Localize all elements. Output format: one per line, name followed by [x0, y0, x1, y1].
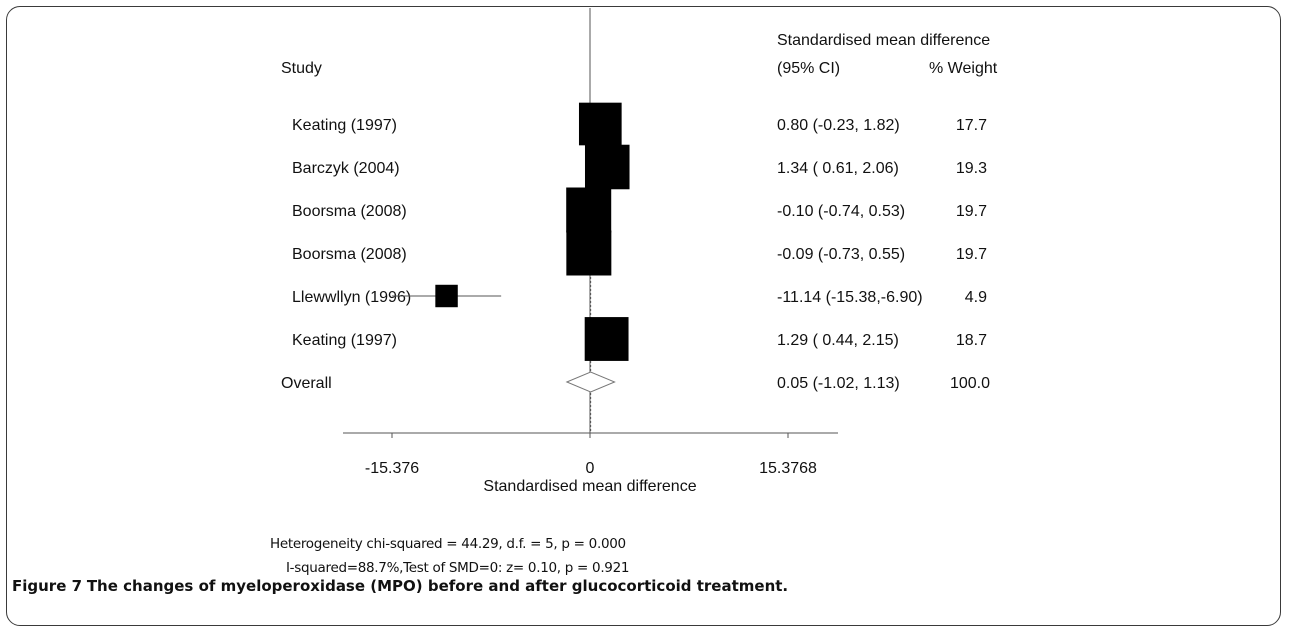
overall-diamond — [565, 371, 616, 393]
overall-ci-label: 0.05 (-1.02, 1.13) — [777, 375, 900, 392]
study-weight-box — [578, 102, 622, 146]
heterogeneity-note: Heterogeneity chi-squared = 44.29, d.f. … — [270, 536, 626, 552]
study-ci-label: -0.09 (-0.73, 0.55) — [777, 246, 905, 263]
study-weight-label: 19.3 — [956, 160, 987, 177]
study-name-label: Keating (1997) — [292, 332, 397, 349]
study-ci-label: 1.29 ( 0.44, 2.15) — [777, 332, 899, 349]
figure-caption: Figure 7 The changes of myeloperoxidase … — [12, 577, 788, 595]
ci-column-header: (95% CI) — [777, 60, 841, 77]
study-weight-label: 19.7 — [956, 203, 987, 220]
forest-plot: Keating (1997) 0.80 (-0.23, 1.82) 17.7 Barc… — [281, 8, 990, 495]
study-column-header: Study — [281, 60, 322, 77]
x-tick-label: 15.3768 — [759, 460, 817, 477]
study-name-label: Boorsma (2008) — [292, 203, 407, 220]
study-ci-label: 1.34 ( 0.61, 2.06) — [777, 160, 899, 177]
overall-weight-label: 100.0 — [950, 375, 990, 392]
effect-column-header: Standardised mean difference — [777, 32, 991, 49]
caption-label: Figure 7 — [12, 577, 83, 595]
x-tick-label: 0 — [586, 460, 595, 477]
study-ci-label: -11.14 (-15.38,-6.90) — [777, 289, 923, 306]
study-weight-box — [566, 230, 612, 276]
study-name-label: Barczyk (2004) — [292, 160, 400, 177]
study-ci-label: -0.10 (-0.74, 0.53) — [777, 203, 905, 220]
overall-label: Overall — [281, 375, 332, 392]
isquared-note: I-squared=88.7%,Test of SMD=0: z= 0.10, … — [286, 560, 630, 576]
study-weight-box — [435, 284, 458, 308]
x-tick-label: -15.376 — [365, 460, 419, 477]
study-weight-label: 4.9 — [965, 289, 987, 306]
study-weight-box — [566, 187, 612, 233]
study-weight-label: 17.7 — [956, 117, 987, 134]
study-name-label: Llewwllyn (1996) — [292, 289, 411, 306]
weight-column-header: % Weight — [929, 60, 998, 77]
study-ci-label: 0.80 (-0.23, 1.82) — [777, 117, 900, 134]
study-weight-box — [584, 317, 629, 361]
study-name-label: Keating (1997) — [292, 117, 397, 134]
caption-text: The changes of myeloperoxidase (MPO) bef… — [86, 577, 789, 595]
study-name-label: Boorsma (2008) — [292, 246, 407, 263]
study-weight-box — [584, 144, 630, 190]
study-weight-label: 19.7 — [956, 246, 987, 263]
x-axis-title: Standardised mean difference — [483, 478, 696, 495]
study-weight-label: 18.7 — [956, 332, 987, 349]
